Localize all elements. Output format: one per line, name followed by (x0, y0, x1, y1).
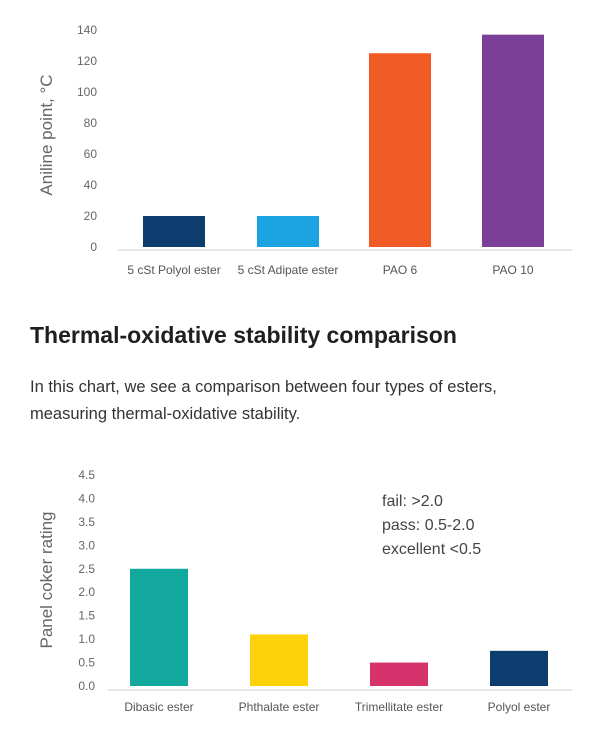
annotation-pass: pass: 0.5-2.0 (382, 517, 475, 534)
chart2-y-tick: 1.0 (78, 632, 95, 646)
chart1-category-label: PAO 6 (383, 263, 418, 277)
chart2-bar (130, 568, 188, 686)
chart1-bar (369, 53, 431, 247)
chart1-y-tick: 140 (77, 23, 97, 37)
chart1-category-label: 5 cSt Adipate ester (238, 263, 339, 277)
section-description: In this chart, we see a comparison betwe… (30, 378, 497, 423)
chart2-y-tick: 3.5 (78, 515, 95, 529)
chart2-bar (370, 662, 428, 686)
chart1-y-tick: 60 (84, 147, 98, 161)
panel-coker-chart: Panel coker rating 0.0 0.5 1.0 1.5 2.0 2.5 3.0… (37, 468, 572, 714)
annotation-fail: fail: >2.0 (382, 493, 443, 510)
chart1-category-label: 5 cSt Polyol ester (127, 263, 220, 277)
chart2-y-tick: 2.0 (78, 585, 95, 599)
chart2-y-tick: 3.0 (78, 538, 95, 552)
chart1-y-tick: 120 (77, 54, 97, 68)
chart1-y-tick: 40 (84, 178, 98, 192)
chart1-bar (482, 34, 544, 248)
chart1-y-tick: 0 (90, 240, 97, 254)
chart2-y-tick: 0.0 (78, 679, 95, 693)
chart2-bar (250, 634, 308, 686)
chart1-ylabel: Aniline point, °C (37, 74, 56, 195)
chart1-bar (257, 216, 319, 247)
chart2-y-tick: 1.5 (78, 609, 95, 623)
chart2-y-tick: 2.5 (78, 562, 95, 576)
chart2-ylabel: Panel coker rating (37, 511, 56, 648)
chart2-y-tick: 4.5 (78, 468, 95, 482)
aniline-point-chart: Aniline point, °C 0 20 40 60 80 100 120 140 5 c… (37, 23, 572, 277)
chart1-category-label: PAO 10 (492, 263, 533, 277)
chart2-category-label: Dibasic ester (124, 700, 193, 714)
chart1-bar (143, 216, 205, 247)
chart1-y-tick: 100 (77, 85, 97, 99)
chart2-category-label: Trimellitate ester (355, 700, 443, 714)
annotation-excellent: excellent <0.5 (382, 541, 481, 558)
chart2-y-tick: 4.0 (78, 491, 95, 505)
section-title: Thermal-oxidative stability comparison (30, 322, 457, 348)
chart2-y-tick: 0.5 (78, 656, 95, 670)
chart2-bar (490, 650, 548, 686)
chart1-y-tick: 80 (84, 116, 98, 130)
chart2-category-label: Phthalate ester (239, 700, 320, 714)
chart2-category-label: Polyol ester (488, 700, 551, 714)
chart1-y-tick: 20 (84, 209, 98, 223)
